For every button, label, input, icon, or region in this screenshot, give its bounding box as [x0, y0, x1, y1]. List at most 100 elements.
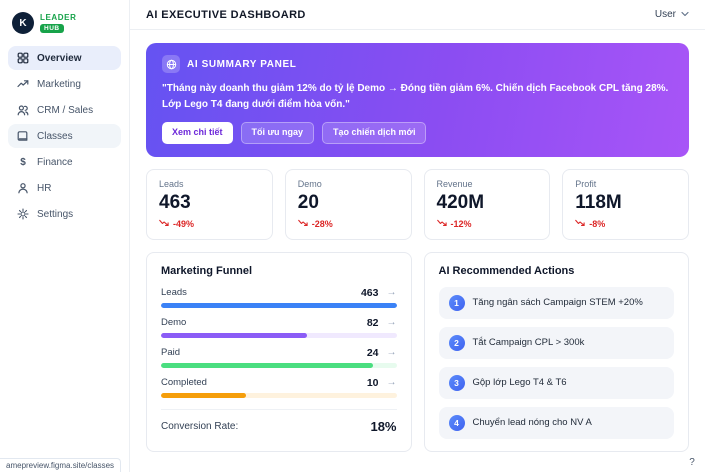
dollar-icon: $ — [17, 156, 29, 168]
sidebar-item-settings[interactable]: Settings — [8, 202, 121, 226]
stage-label: Paid — [161, 347, 181, 359]
kpi-label: Profit — [575, 178, 597, 189]
brand-name: LEADER — [40, 13, 77, 22]
sidebar-item-label: HR — [37, 182, 52, 194]
kpi-card-profit: Profit 118M -8% — [562, 168, 689, 240]
funnel-bar-fill — [161, 392, 246, 398]
globe-icon — [162, 55, 180, 73]
trending-down-icon — [575, 218, 585, 230]
sidebar-item-hr[interactable]: HR — [8, 176, 121, 200]
funnel-stage-completed: Completed 10 → — [161, 377, 397, 398]
action-number-badge: 4 — [448, 414, 465, 431]
arrow-right-icon[interactable]: → — [386, 347, 397, 359]
stage-value: 10 — [366, 376, 379, 389]
ai-summary-panel: AI SUMMARY PANEL "Tháng này doanh thu gi… — [146, 43, 689, 157]
trending-down-icon — [159, 218, 169, 230]
sidebar-item-label: Marketing — [37, 78, 81, 90]
optimize-now-button[interactable]: Tối ưu ngay — [240, 122, 315, 144]
stage-value: 463 — [360, 286, 379, 299]
sidebar-item-label: Settings — [37, 208, 74, 220]
marketing-funnel-card: Marketing Funnel Leads 463 → Demo 82 — [146, 251, 412, 452]
main-content: AI SUMMARY PANEL "Tháng này doanh thu gi… — [130, 30, 705, 472]
kpi-value: 420M — [436, 191, 485, 213]
main-column: AI EXECUTIVE DASHBOARD User AI SUMMARY P… — [130, 0, 705, 472]
arrow-right-icon[interactable]: → — [386, 287, 397, 299]
funnel-bar-track — [161, 392, 397, 398]
trending-down-icon — [436, 218, 447, 230]
bottom-row: Marketing Funnel Leads 463 → Demo 82 — [146, 251, 689, 452]
kpi-change-value: -12% — [450, 218, 472, 229]
user-menu-label: User — [654, 9, 676, 20]
actions-title: AI Recommended Actions — [438, 264, 575, 277]
funnel-bar-fill — [161, 362, 373, 368]
sidebar-item-overview[interactable]: Overview — [8, 46, 121, 70]
funnel-stage-paid: Paid 24 → — [161, 347, 397, 368]
stage-label: Leads — [161, 287, 187, 299]
sidebar-item-classes[interactable]: Classes — [8, 124, 121, 148]
logo-text: LEADER HUB — [40, 13, 77, 33]
trending-up-icon — [17, 78, 29, 90]
kpi-row: Leads 463 -49% Demo 20 -28% Re — [146, 168, 689, 240]
chevron-down-icon — [681, 9, 689, 20]
kpi-change-value: -49% — [173, 218, 195, 229]
sidebar-item-marketing[interactable]: Marketing — [8, 72, 121, 96]
kpi-card-revenue: Revenue 420M -12% — [423, 168, 551, 240]
action-item-4[interactable]: 4 Chuyển lead nóng cho NV A — [438, 406, 674, 439]
action-text: Gộp lớp Lego T4 & T6 — [472, 377, 567, 389]
funnel-bar-fill — [161, 302, 397, 308]
kpi-label: Leads — [159, 178, 184, 189]
sidebar-item-label: Overview — [37, 52, 82, 64]
kpi-value: 20 — [297, 191, 319, 213]
sidebar-item-crm-sales[interactable]: CRM / Sales — [8, 98, 121, 122]
kpi-change-value: -28% — [311, 218, 333, 229]
stage-label: Demo — [161, 317, 187, 329]
funnel-bar-fill — [161, 332, 307, 338]
logo[interactable]: K LEADER HUB — [0, 8, 129, 44]
kpi-change: -12% — [436, 218, 538, 230]
kpi-change: -28% — [297, 218, 399, 230]
sidebar: K LEADER HUB Overview Marketing — [0, 0, 130, 472]
stage-value: 24 — [366, 346, 379, 359]
arrow-right-icon[interactable]: → — [386, 377, 397, 389]
page-title: AI EXECUTIVE DASHBOARD — [146, 8, 306, 21]
action-text: Tắt Campaign CPL > 300k — [472, 337, 585, 349]
kpi-value: 463 — [159, 191, 191, 213]
conversion-rate-row: Conversion Rate: 18% — [161, 408, 397, 434]
funnel-title: Marketing Funnel — [161, 264, 253, 277]
sidebar-item-label: Finance — [37, 156, 73, 168]
summary-panel-title: AI SUMMARY PANEL — [187, 58, 297, 70]
funnel-stage-demo: Demo 82 → — [161, 317, 397, 338]
view-details-button[interactable]: Xem chi tiết — [162, 122, 233, 144]
action-item-3[interactable]: 3 Gộp lớp Lego T4 & T6 — [438, 366, 674, 399]
users-icon — [17, 104, 29, 116]
kpi-label: Demo — [297, 178, 322, 189]
logo-icon: K — [12, 12, 34, 34]
summary-panel-header: AI SUMMARY PANEL — [162, 55, 673, 73]
conversion-rate-value: 18% — [370, 418, 397, 434]
sidebar-menu: Overview Marketing CRM / Sales Classes — [0, 46, 129, 226]
gear-icon — [17, 208, 29, 220]
conversion-rate-label: Conversion Rate: — [161, 420, 239, 432]
action-number-badge: 1 — [448, 294, 465, 311]
kpi-card-demo: Demo 20 -28% — [284, 168, 412, 240]
grid-icon — [17, 52, 29, 64]
funnel-stage-leads: Leads 463 → — [161, 287, 397, 308]
action-item-1[interactable]: 1 Tăng ngân sách Campaign STEM +20% — [438, 286, 674, 319]
sidebar-item-finance[interactable]: $ Finance — [8, 150, 121, 174]
arrow-right-icon[interactable]: → — [386, 317, 397, 329]
summary-actions: Xem chi tiết Tối ưu ngay Tạo chiến dịch … — [162, 122, 673, 144]
kpi-value: 118M — [575, 191, 622, 213]
top-header: AI EXECUTIVE DASHBOARD User — [130, 0, 705, 30]
user-menu[interactable]: User — [655, 9, 689, 20]
help-button[interactable]: ? — [689, 456, 695, 468]
create-campaign-button[interactable]: Tạo chiến dịch mới — [322, 122, 427, 144]
actions-list: 1 Tăng ngân sách Campaign STEM +20% 2 Tắ… — [438, 286, 674, 439]
browser-status-url: amepreview.figma.site/classes — [0, 458, 122, 472]
action-item-2[interactable]: 2 Tắt Campaign CPL > 300k — [438, 326, 674, 359]
action-number-badge: 3 — [448, 374, 465, 391]
brand-badge: HUB — [40, 24, 64, 33]
sidebar-item-label: CRM / Sales — [37, 104, 94, 116]
svg-text:$: $ — [20, 157, 26, 168]
sidebar-item-label: Classes — [37, 130, 73, 142]
